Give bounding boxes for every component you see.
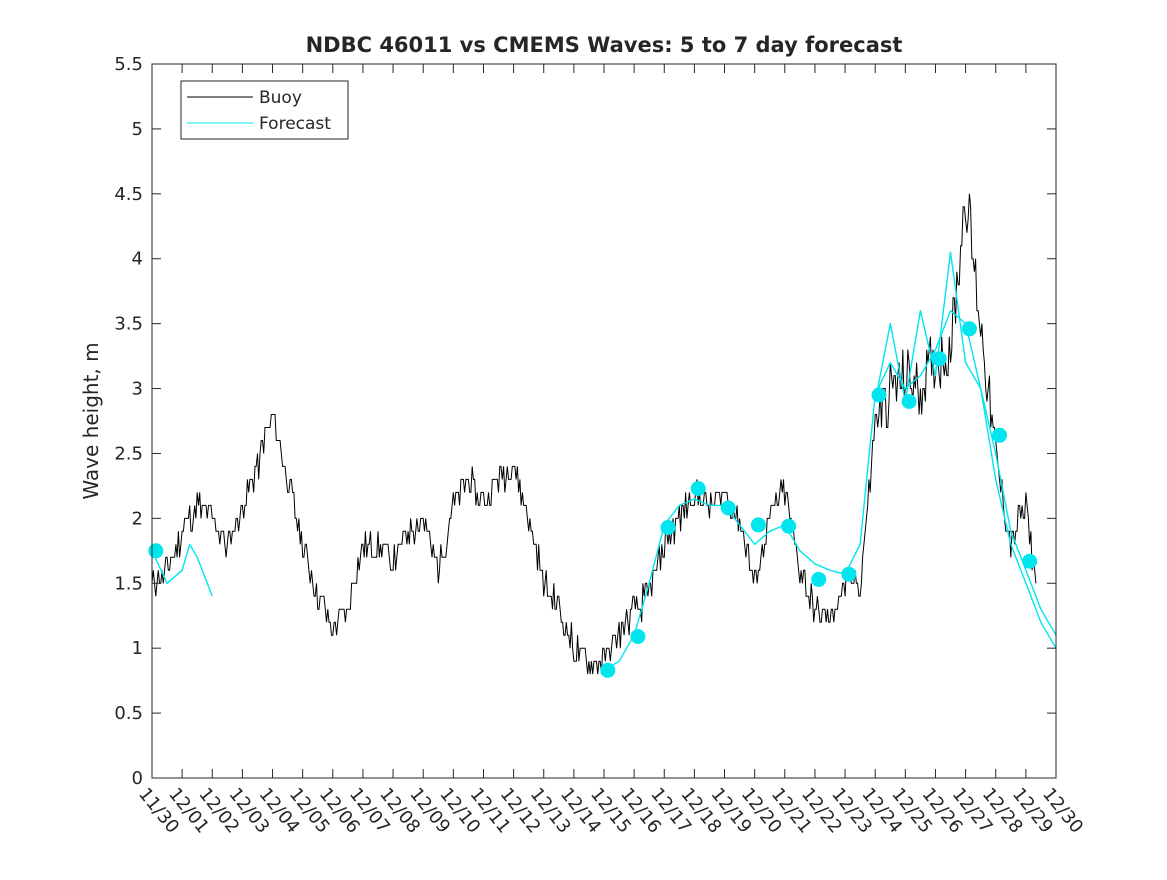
series-forecast-line-0	[151, 543, 213, 597]
y-tick-label: 4	[132, 249, 143, 270]
y-tick-label: 1	[132, 638, 143, 659]
forecast-marker	[781, 518, 797, 534]
forecast-marker	[931, 351, 947, 367]
forecast-marker	[690, 481, 706, 496]
y-tick-label: 3	[132, 379, 143, 400]
forecast-marker	[660, 520, 676, 535]
plot-area	[148, 64, 1057, 778]
y-axis-label: Wave height, m	[79, 342, 103, 499]
forecast-marker	[871, 387, 887, 403]
forecast-marker	[720, 500, 736, 516]
forecast-marker	[630, 629, 646, 644]
forecast-marker	[600, 662, 616, 678]
legend: Buoy Forecast	[180, 80, 349, 140]
y-tick-label: 0	[132, 768, 143, 789]
y-tick-label: 2.5	[114, 443, 143, 464]
legend-buoy-label: Buoy	[259, 88, 302, 108]
y-tick-label: 0.5	[114, 703, 143, 724]
forecast-marker	[901, 394, 917, 409]
y-tick-label: 3.5	[114, 314, 143, 335]
legend-forecast-label: Forecast	[259, 114, 331, 134]
y-tick-label: 1.5	[114, 573, 143, 594]
y-tick-label: 5.5	[114, 54, 143, 75]
forecast-marker	[1022, 553, 1038, 569]
forecast-marker	[811, 571, 827, 587]
legend-box	[180, 80, 349, 140]
forecast-marker	[992, 427, 1007, 443]
chart-title: NDBC 46011 vs CMEMS Waves: 5 to 7 day fo…	[306, 33, 903, 57]
y-tick-label: 4.5	[114, 184, 143, 205]
forecast-marker	[961, 321, 977, 337]
plot-background	[152, 64, 1056, 778]
forecast-marker	[148, 543, 164, 559]
y-tick-label: 5	[132, 119, 143, 140]
forecast-marker	[841, 566, 857, 582]
y-tick-label: 2	[132, 508, 143, 529]
forecast-marker	[750, 517, 766, 533]
series-buoy-line	[151, 193, 1037, 675]
